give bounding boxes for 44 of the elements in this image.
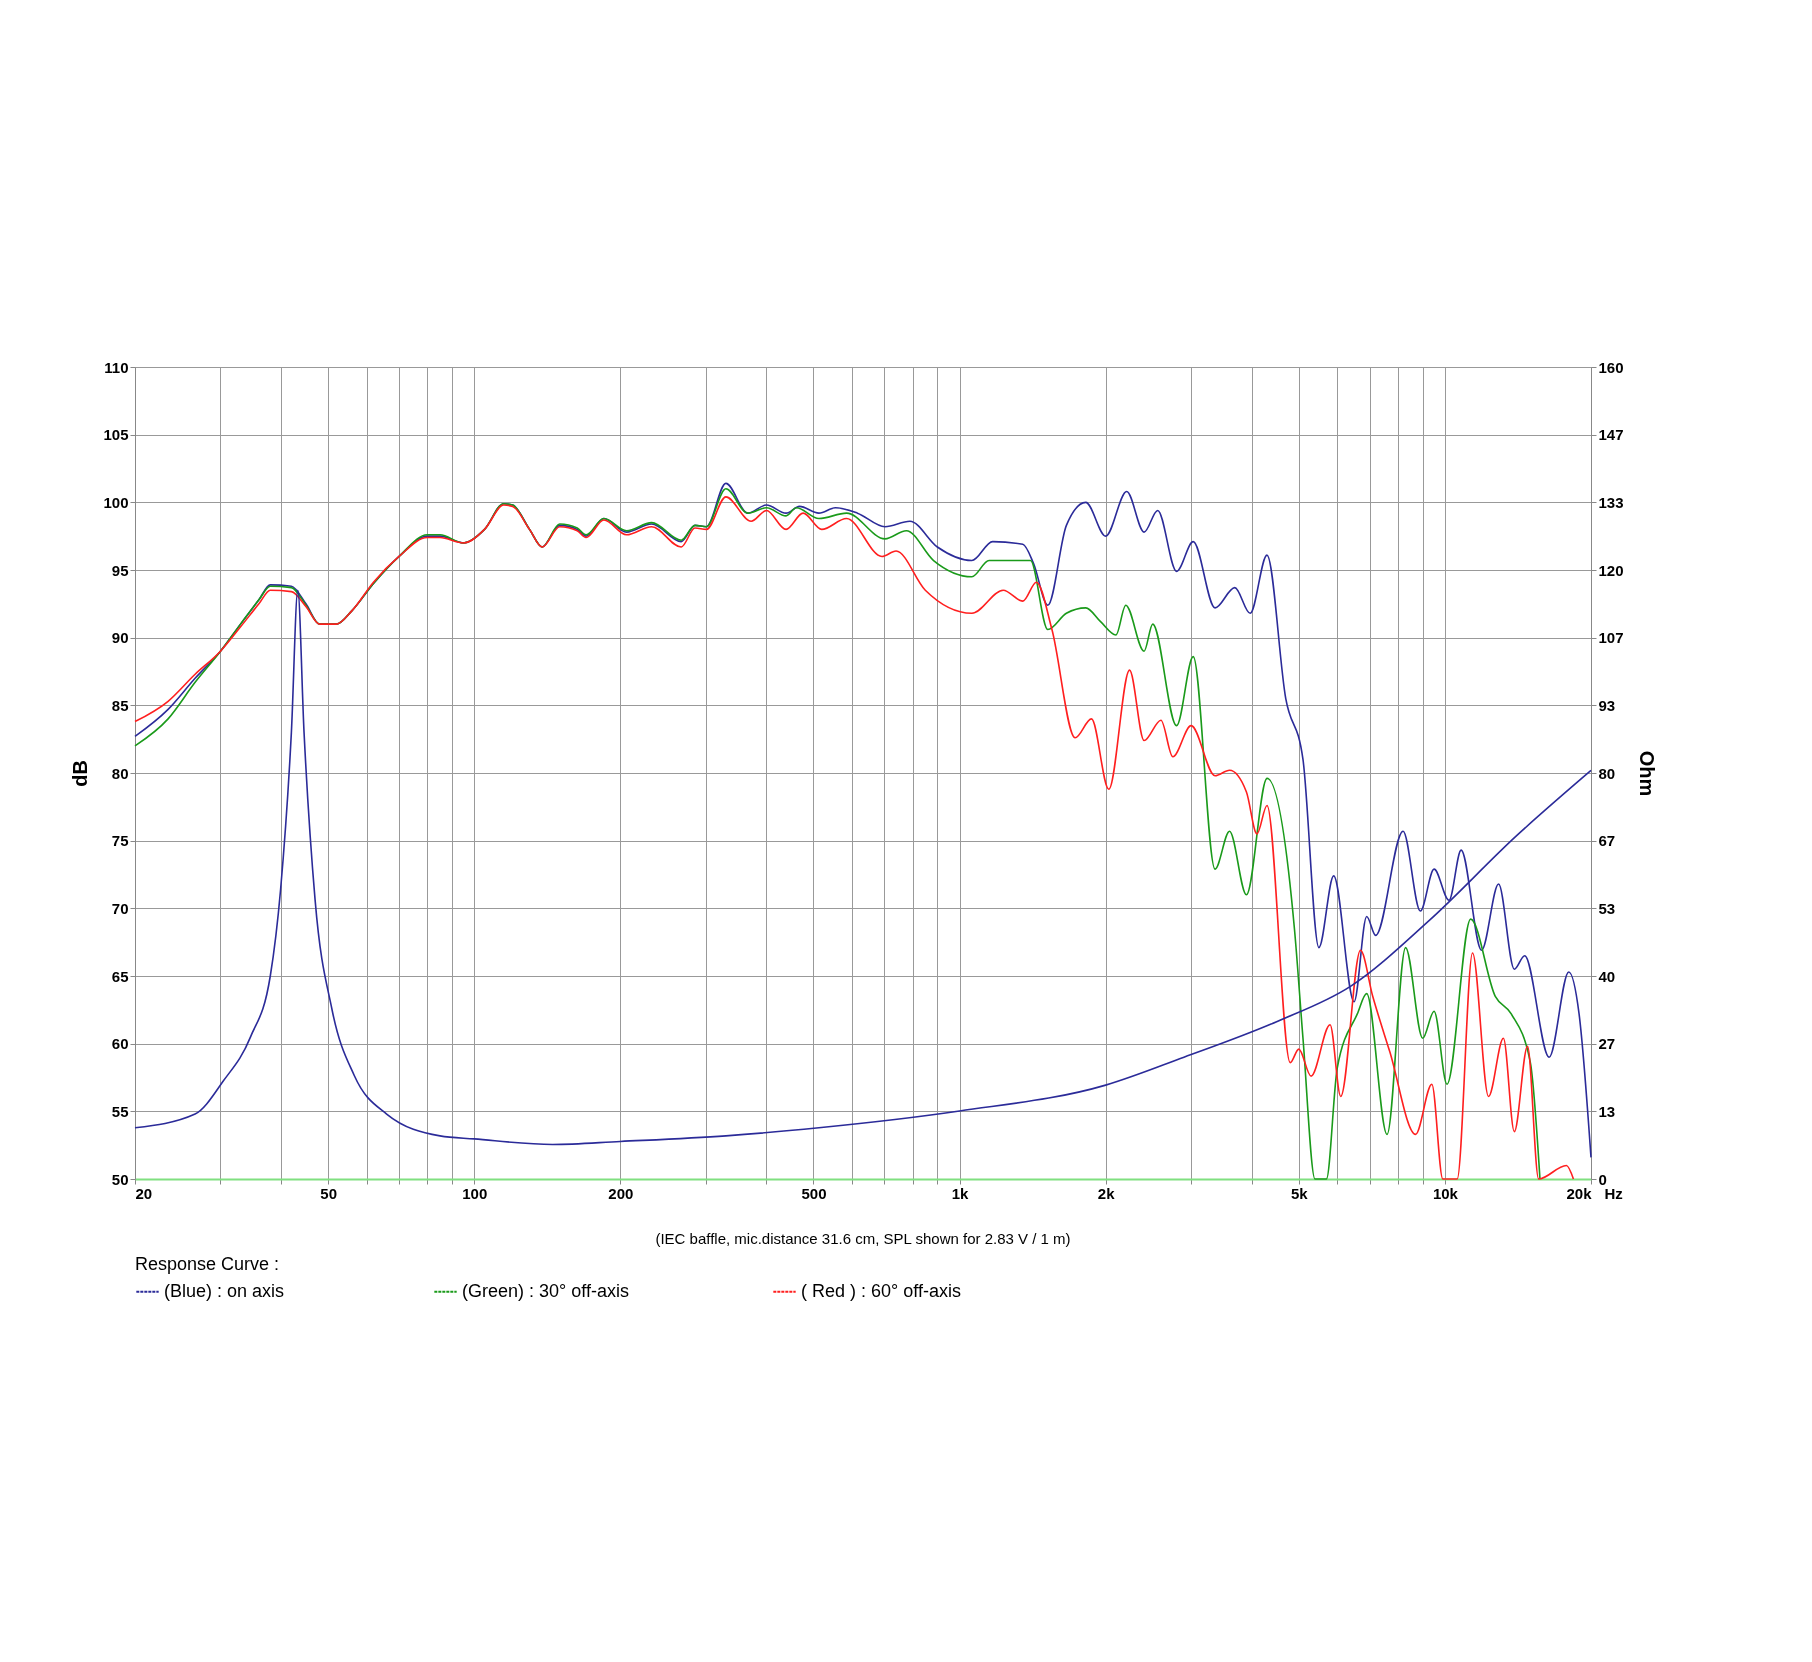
x-tick-label: 500 bbox=[801, 1184, 827, 1202]
y-tick-label: 85 bbox=[111, 696, 129, 714]
x-tick-label: 20 bbox=[135, 1184, 153, 1202]
y-tick-label: 110 bbox=[104, 358, 129, 376]
y2-tick-label: 93 bbox=[1598, 696, 1616, 714]
text: (IEC baffle, mic.distance 31.6 cm, SPL shown for 2.83 V / 1 m) bbox=[655, 1230, 1071, 1247]
y2-tick-label: 160 bbox=[1598, 358, 1624, 376]
x-tick-label: 200 bbox=[608, 1184, 634, 1202]
x-tick-label: 20k bbox=[1566, 1184, 1593, 1202]
x-tick-label: 10k bbox=[1432, 1184, 1459, 1202]
legend-title: Response Curve : bbox=[135, 1254, 280, 1274]
y2-tick-label: 27 bbox=[1598, 1035, 1616, 1053]
x-tick-label: 2k bbox=[1097, 1184, 1116, 1202]
y2-tick-label: 67 bbox=[1598, 832, 1616, 850]
legend-label: (Green) : 30° off-axis bbox=[462, 1280, 629, 1301]
x-tick-label: 5k bbox=[1290, 1184, 1309, 1202]
y2-tick-label: 147 bbox=[1598, 426, 1624, 444]
x-axis-title: Hz bbox=[1604, 1184, 1623, 1202]
y2-tick-label: 120 bbox=[1598, 561, 1624, 579]
legend-label: ( Red ) : 60° off-axis bbox=[801, 1280, 961, 1301]
x-tick-label: 100 bbox=[462, 1184, 488, 1202]
y-tick-label: 60 bbox=[111, 1035, 129, 1053]
y2-axis-title: Ohm bbox=[1635, 750, 1658, 797]
y-tick-label: 65 bbox=[111, 967, 129, 985]
y-tick-label: 90 bbox=[111, 629, 129, 647]
y-tick-label: 75 bbox=[111, 832, 129, 850]
y-axis-title: dB bbox=[69, 760, 92, 787]
y2-tick-label: 13 bbox=[1598, 1102, 1616, 1120]
y-tick-label: 70 bbox=[111, 899, 129, 917]
legend-label: (Blue) : on axis bbox=[164, 1280, 285, 1301]
x-tick-label: 1k bbox=[951, 1184, 970, 1202]
y-tick-label: 100 bbox=[103, 493, 129, 511]
y2-tick-label: 133 bbox=[1598, 493, 1624, 511]
y2-tick-label: 80 bbox=[1598, 764, 1616, 782]
y2-tick-label: 53 bbox=[1598, 899, 1616, 917]
x-tick-label: 50 bbox=[320, 1184, 337, 1202]
y-tick-label: 95 bbox=[111, 561, 129, 579]
y-tick-label: 55 bbox=[111, 1102, 129, 1120]
y2-tick-label: 107 bbox=[1598, 629, 1624, 647]
y2-tick-label: 0 bbox=[1598, 1170, 1607, 1188]
y-tick-label: 80 bbox=[111, 764, 129, 782]
y2-tick-label: 40 bbox=[1598, 967, 1616, 985]
y-tick-label: 105 bbox=[103, 426, 129, 444]
y-tick-label: 50 bbox=[111, 1170, 129, 1188]
